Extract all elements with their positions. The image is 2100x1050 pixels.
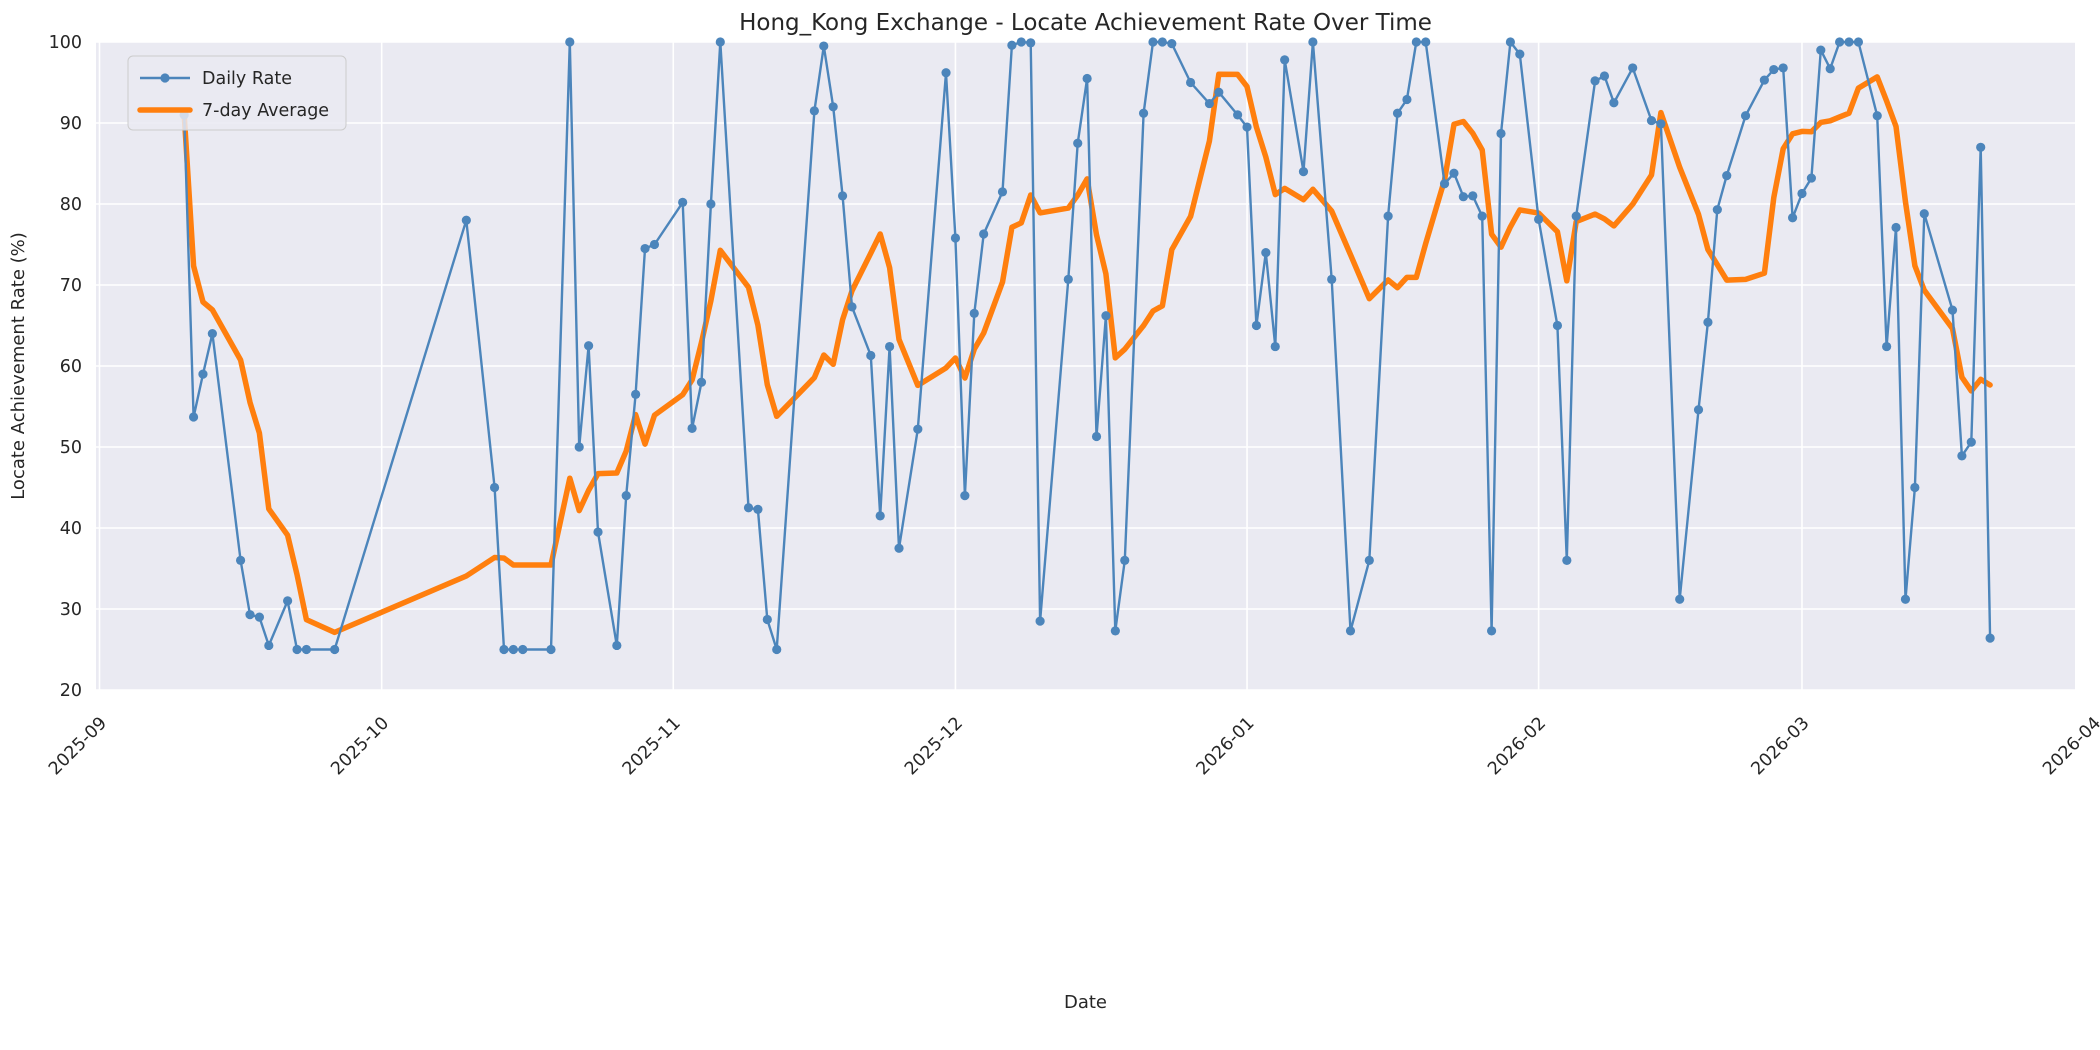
x-tick-label: 2025-10 [327,713,393,779]
x-tick-label: 2025-09 [45,713,111,779]
x-tick-label: 2026-04 [2039,713,2100,779]
y-tick-label: 30 [60,600,82,620]
y-tick-label: 70 [60,276,82,296]
y-axis-label: Locate Achievement Rate (%) [8,232,29,500]
x-tick-label: 2025-12 [901,713,967,779]
y-tick-label: 20 [60,681,82,701]
y-tick-label: 90 [60,114,82,134]
x-tick-label: 2026-02 [1484,713,1550,779]
y-axis-tick-labels: 20 30 40 50 60 70 80 90 100 [49,33,82,701]
daily-point-markers [179,37,1995,655]
daily-rate-legend-marker-icon [160,73,170,83]
daily-rate-legend-label: Daily Rate [202,69,292,89]
y-tick-label: 60 [60,357,82,377]
y-tick-label: 100 [49,33,82,53]
x-axis-tick-labels: 2025-09 2025-10 2025-11 2025-12 2026-01 2026-… [45,713,2100,779]
x-axis-label: Date [1064,992,1107,1013]
x-tick-label: 2026-03 [1748,713,1814,779]
y-tick-label: 40 [60,519,82,539]
average-legend-label: 7-day Average [202,101,329,121]
x-tick-label: 2026-01 [1193,713,1259,779]
y-tick-label: 80 [60,195,82,215]
y-tick-label: 50 [60,438,82,458]
average-line-series [181,71,1993,636]
x-tick-label: 2025-11 [619,713,685,779]
chart-title: Hong_Kong Exchange - Locate Achievement … [739,10,1432,36]
legend-box: Daily Rate 7-day Average [127,55,347,131]
grid-lines [96,41,2075,691]
